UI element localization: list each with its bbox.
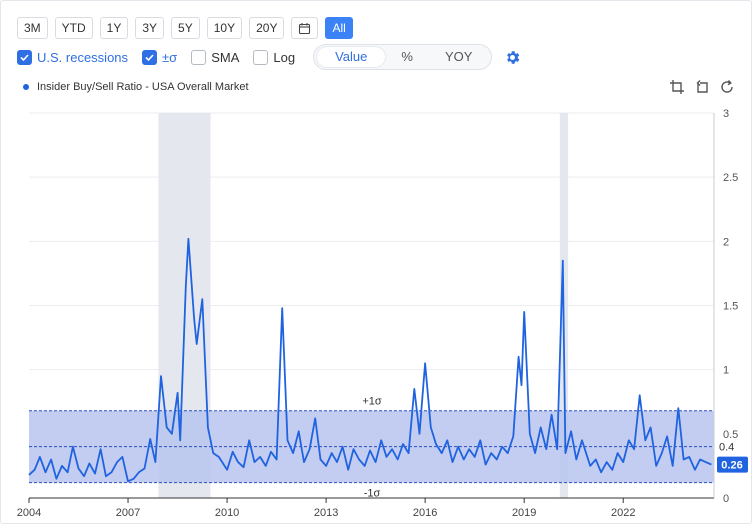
gear-icon [507, 50, 520, 64]
sma-checkbox[interactable] [191, 49, 207, 65]
last-value-badge [717, 456, 748, 473]
range-ytd-button[interactable]: YTD [54, 17, 93, 39]
chart-plot[interactable]: 0.5 1 1.5 2 2.5 3 0 +1σ -1σ 2004 2007 2010 2013 2016 2… [1, 101, 752, 525]
y-tick-label: 3 [723, 108, 729, 120]
range-all-button[interactable]: All [325, 17, 353, 39]
range-selector: 3M YTD 1Y 3Y 5Y 10Y 20Y All [17, 17, 353, 39]
recessions-toggle[interactable]: U.S. recessions [17, 49, 129, 65]
y-tick-label: 1.5 [723, 301, 738, 313]
sma-toggle[interactable]: SMA [191, 49, 240, 65]
x-tick-label: 2007 [116, 507, 140, 519]
view-yoy-tab[interactable]: YOY [444, 49, 473, 64]
refresh-button[interactable] [719, 79, 735, 100]
settings-button[interactable] [504, 49, 521, 66]
checkmark-icon [145, 53, 154, 61]
sigma-toggle[interactable]: ±σ [142, 49, 178, 65]
recessions-checkbox[interactable] [17, 49, 32, 65]
upper-sigma-label: +1σ [362, 396, 382, 408]
range-3m-button[interactable]: 3M [17, 17, 48, 39]
x-tick-label: 2010 [215, 507, 239, 519]
view-mode-switch: Value % YOY [313, 44, 493, 70]
crop-button[interactable] [669, 79, 685, 100]
crop-reset-icon [696, 80, 708, 93]
x-tick-label: 2004 [17, 507, 41, 519]
last-value-label: 0.26 [721, 460, 742, 472]
calendar-button[interactable] [291, 17, 319, 39]
sigma-checkbox[interactable] [142, 49, 158, 65]
refresh-icon [721, 80, 733, 93]
sigma-label: ±σ [162, 49, 178, 65]
legend-series-name: Insider Buy/Sell Ratio - USA Overall Mar… [37, 81, 249, 93]
x-tick-label: 2013 [314, 507, 338, 519]
view-percent-tab[interactable]: % [401, 49, 413, 64]
sma-label: SMA [211, 49, 240, 65]
range-3y-button[interactable]: 3Y [135, 17, 165, 39]
view-value-tab[interactable]: Value [317, 47, 386, 67]
range-5y-button[interactable]: 5Y [171, 17, 200, 39]
mean-value-label: 0.4 [719, 442, 734, 454]
chart-tools [669, 79, 735, 100]
recessions-label: U.S. recessions [37, 49, 129, 65]
y-tick-label: 2.5 [723, 172, 738, 184]
y-tick-label: 1 [723, 365, 729, 377]
calendar-icon [299, 22, 311, 34]
range-20y-button[interactable]: 20Y [249, 17, 285, 39]
y-tick-label: 2 [723, 236, 729, 248]
range-10y-button[interactable]: 10Y [206, 17, 243, 39]
x-tick-label: 2019 [512, 507, 536, 519]
x-tick-label: 2016 [413, 507, 437, 519]
crop-reset-button[interactable] [694, 79, 710, 100]
log-checkbox[interactable] [253, 49, 269, 65]
crop-icon [670, 80, 684, 94]
series-line [28, 237, 712, 483]
chart-options: U.S. recessions ±σ SMA Log Value % YOY [17, 44, 521, 70]
lower-sigma-label: -1σ [364, 488, 381, 500]
log-label: Log [273, 49, 296, 65]
log-toggle[interactable]: Log [253, 49, 296, 65]
checkmark-icon [20, 53, 29, 61]
legend-series-marker [23, 84, 29, 90]
range-1y-button[interactable]: 1Y [99, 17, 129, 39]
y-tick-label: 0.5 [723, 429, 738, 441]
series-legend[interactable]: Insider Buy/Sell Ratio - USA Overall Mar… [23, 81, 249, 93]
y-tick-label: 0 [723, 493, 729, 505]
x-tick-label: 2022 [611, 507, 635, 519]
